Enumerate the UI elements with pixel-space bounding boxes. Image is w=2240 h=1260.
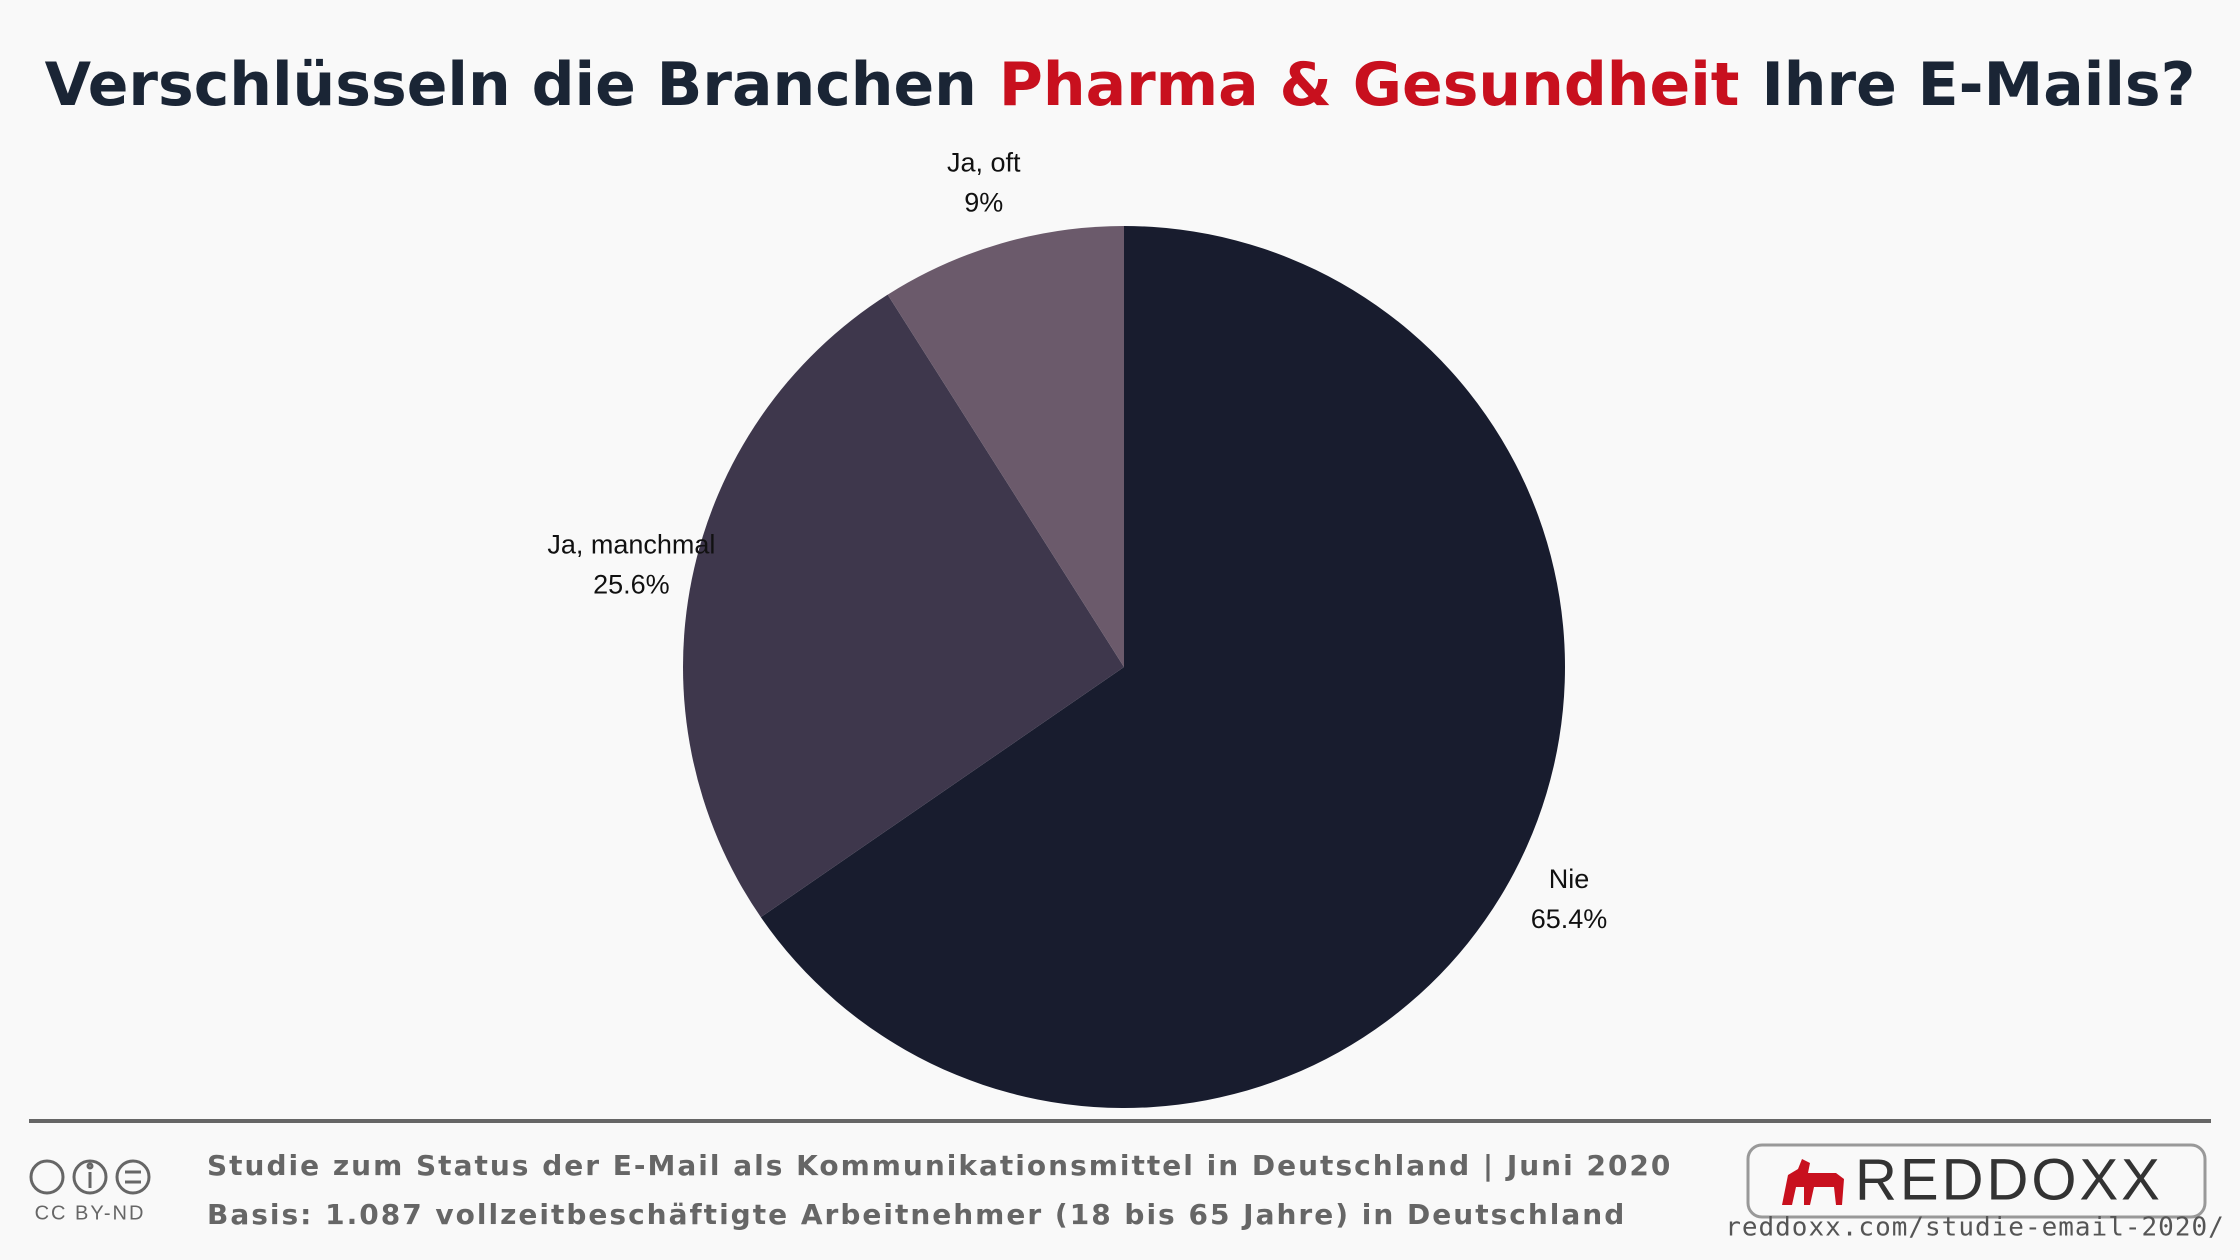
slice-value: 25.6% (593, 570, 670, 600)
logo-dog (1782, 1159, 1844, 1205)
title-highlight: Pharma & Gesundheit (999, 50, 1740, 120)
pie-slice (887, 226, 1124, 667)
title-part: Verschlüsseln die Branchen (45, 50, 977, 120)
slice-label: Ja, oft (947, 147, 1021, 177)
footer-study: Studie zum Status der E-Mail als Kommuni… (207, 1149, 1672, 1182)
slice-label: Nie (1549, 864, 1590, 894)
title-part: Ihre E-Mails? (1761, 50, 2195, 120)
url: reddoxx.com/studie-email-2020/ (1725, 1213, 2225, 1243)
pie-slice (683, 294, 1124, 918)
slice-value: 9% (964, 187, 1003, 217)
slice-value: 65.4% (1531, 904, 1608, 934)
license: CC BY-ND (35, 1202, 146, 1224)
logo-frame (1746, 1143, 2207, 1219)
cc-icons (29, 1159, 151, 1195)
chart-title: Verschlüsseln die Branchen Pharma & Gesun… (45, 50, 2196, 120)
footer-basis: Basis: 1.087 vollzeitbeschäftigte Arbeit… (207, 1198, 1626, 1231)
pie-slice (760, 226, 1565, 1108)
slice-label: Ja, manchmal (547, 530, 715, 560)
brand: REDDOXX (1855, 1147, 2163, 1212)
